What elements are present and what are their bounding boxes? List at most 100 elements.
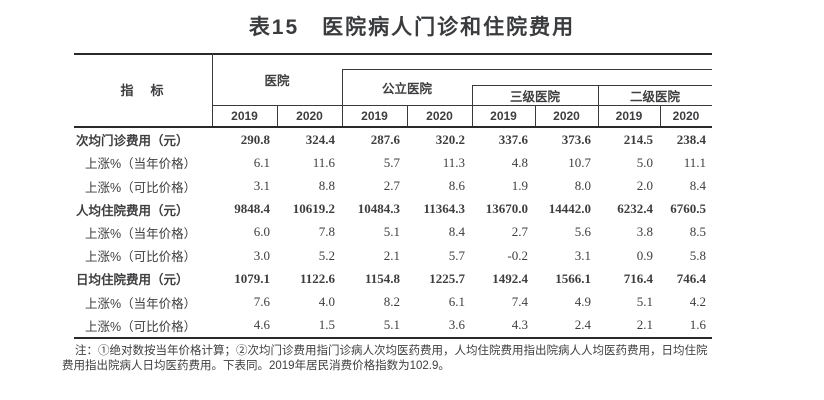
table-bottom-border xyxy=(74,337,712,339)
cell-value: 11.1 xyxy=(683,154,706,170)
table-row: 上涨%（可比价格） 4.6 1.5 5.1 3.6 4.3 2.4 2.1 1.6 xyxy=(74,314,712,337)
col-group-secondary-hospital: 二级医院 xyxy=(629,89,680,104)
cell-value: 320.2 xyxy=(435,131,465,147)
col-divider xyxy=(212,53,213,126)
cell-value: 7.4 xyxy=(511,294,528,310)
table-row: 日均住院费用（元） 1079.1 1122.6 1154.8 1225.7 1492.4 1… xyxy=(74,267,712,290)
cell-value: 8.5 xyxy=(689,224,706,240)
cell-value: 0.9 xyxy=(636,247,653,263)
cell-value: 287.6 xyxy=(370,131,400,147)
table-title: 表15 医院病人门诊和住院费用 xyxy=(248,16,576,39)
cell-value: 3.0 xyxy=(253,247,270,263)
row-label: 上涨%（当年价格） xyxy=(85,226,197,241)
year-header: 2020 xyxy=(672,108,700,123)
row-label: 上涨%（可比价格） xyxy=(85,250,197,265)
cell-value: -0.2 xyxy=(507,247,528,263)
cell-value: 5.8 xyxy=(689,247,706,263)
cell-value: 238.4 xyxy=(676,131,706,147)
col-divider xyxy=(472,85,473,126)
footnote: 注：①绝对数按当年价格计算；②次均门诊费用指门诊病人次均医药费用，人均住院费用指… xyxy=(62,345,708,372)
col-divider xyxy=(277,105,278,126)
cell-value: 1.5 xyxy=(318,317,335,333)
year-header: 2020 xyxy=(426,108,453,123)
cell-value: 5.7 xyxy=(448,247,465,263)
col-divider xyxy=(535,105,536,126)
table-row: 上涨%（当年价格） 7.6 4.0 8.2 6.1 7.4 4.9 5.1 4.2 xyxy=(74,291,712,314)
tier-hospital-top-border xyxy=(472,85,712,86)
cell-value: 10484.3 xyxy=(357,201,400,217)
cell-value: 8.4 xyxy=(448,224,465,240)
cell-value: 8.4 xyxy=(689,178,706,194)
cell-value: 1154.8 xyxy=(364,270,400,286)
cell-value: 10.7 xyxy=(568,154,591,170)
col-divider xyxy=(660,105,661,126)
row-label: 上涨%（当年价格） xyxy=(85,296,197,311)
public-hospital-top-border xyxy=(342,69,712,70)
cell-value: 337.6 xyxy=(498,131,528,147)
table-row: 次均门诊费用（元） 290.8 324.4 287.6 320.2 337.6 373.6 2… xyxy=(74,128,712,151)
cell-value: 1.6 xyxy=(689,317,706,333)
table-row: 上涨%（当年价格） 6.0 7.8 5.1 8.4 2.7 5.6 3.8 8.5 xyxy=(74,221,712,244)
cell-value: 1122.6 xyxy=(299,270,335,286)
col-group-tertiary-hospital: 三级医院 xyxy=(509,89,560,104)
cell-value: 2.1 xyxy=(383,247,400,263)
col-divider xyxy=(407,105,408,126)
row-label: 上涨%（当年价格） xyxy=(85,157,197,172)
cell-value: 10619.2 xyxy=(292,201,335,217)
cell-value: 1492.4 xyxy=(492,270,528,286)
cell-value: 1.9 xyxy=(511,178,528,194)
cell-value: 11364.3 xyxy=(423,201,465,217)
cell-value: 4.9 xyxy=(574,294,591,310)
table-body: 次均门诊费用（元） 290.8 324.4 287.6 320.2 337.6 373.6 2… xyxy=(74,128,712,337)
cell-value: 5.1 xyxy=(383,317,400,333)
cell-value: 7.6 xyxy=(253,294,270,310)
cell-value: 8.0 xyxy=(574,178,591,194)
cell-value: 3.1 xyxy=(574,247,591,263)
cell-value: 2.0 xyxy=(636,178,653,194)
cell-value: 3.8 xyxy=(636,224,653,240)
year-header: 2019 xyxy=(231,108,258,123)
cell-value: 2.1 xyxy=(636,317,653,333)
col-divider xyxy=(598,85,599,126)
year-header: 2020 xyxy=(553,108,580,123)
year-row-top-border xyxy=(212,105,712,106)
cell-value: 5.6 xyxy=(574,224,591,240)
cell-value: 4.0 xyxy=(318,294,335,310)
cell-value: 5.2 xyxy=(318,247,335,263)
cell-value: 4.3 xyxy=(511,317,528,333)
cell-value: 3.1 xyxy=(253,178,270,194)
cell-value: 11.3 xyxy=(442,154,465,170)
cell-value: 6760.5 xyxy=(670,201,706,217)
hospital-costs-table: 指 标 医院 公立医院 三级医院 二级医院 2019 2020 2019 202… xyxy=(74,53,712,339)
cell-value: 3.6 xyxy=(448,317,465,333)
row-label: 次均门诊费用（元） xyxy=(76,134,189,149)
col-group-hospital: 医院 xyxy=(264,73,290,88)
row-label: 人均住院费用（元） xyxy=(76,203,189,218)
cell-value: 8.6 xyxy=(448,178,465,194)
cell-value: 4.8 xyxy=(511,154,528,170)
header-bottom-border xyxy=(74,126,712,128)
table-row: 人均住院费用（元） 9848.4 10619.2 10484.3 11364.3 1367… xyxy=(74,198,712,221)
cell-value: 4.6 xyxy=(253,317,270,333)
cell-value: 6.1 xyxy=(448,294,465,310)
cell-value: 324.4 xyxy=(305,131,335,147)
cell-value: 2.7 xyxy=(383,178,400,194)
cell-value: 4.2 xyxy=(689,294,706,310)
table-top-border xyxy=(74,53,712,55)
cell-value: 13670.0 xyxy=(485,201,528,217)
cell-value: 6.0 xyxy=(253,224,270,240)
cell-value: 5.1 xyxy=(383,224,400,240)
year-header: 2019 xyxy=(490,108,517,123)
col-group-public-hospital: 公立医院 xyxy=(381,81,432,96)
cell-value: 290.8 xyxy=(240,131,270,147)
table-row: 上涨%（当年价格） 6.1 11.6 5.7 11.3 4.8 10.7 5.0 11.1 xyxy=(74,151,712,174)
cell-value: 7.8 xyxy=(318,224,335,240)
cell-value: 2.4 xyxy=(574,317,591,333)
year-header: 2019 xyxy=(615,108,643,123)
cell-value: 716.4 xyxy=(623,270,653,286)
cell-value: 214.5 xyxy=(623,131,653,147)
year-header: 2019 xyxy=(361,108,388,123)
cell-value: 5.0 xyxy=(636,154,653,170)
cell-value: 746.4 xyxy=(676,270,706,286)
